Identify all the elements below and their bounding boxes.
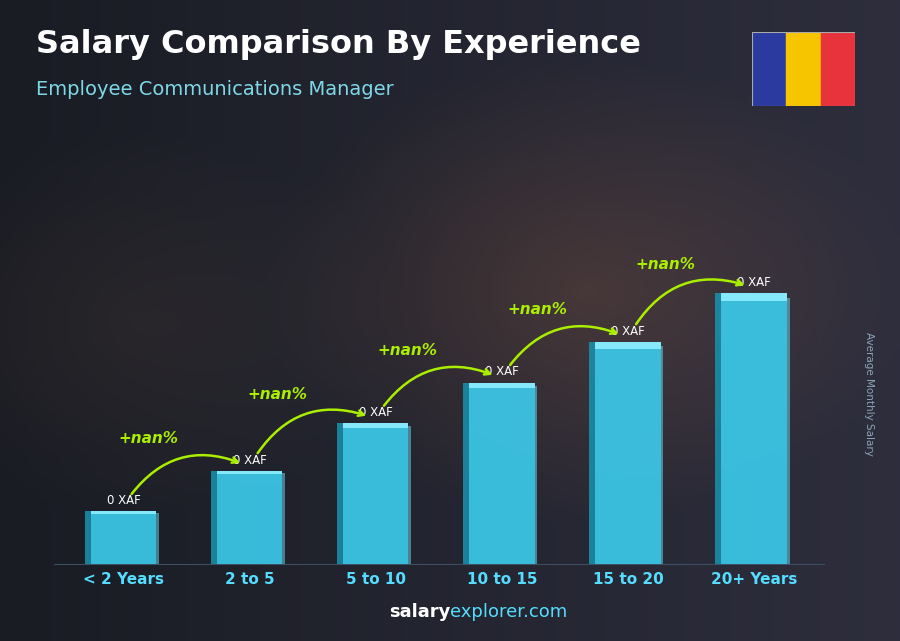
Bar [217,470,283,564]
Text: salary: salary [389,603,450,620]
Bar [91,512,157,514]
Text: 0 XAF: 0 XAF [737,276,771,288]
Bar [157,513,158,564]
Bar [409,426,411,564]
Text: 0 XAF: 0 XAF [611,325,644,338]
Text: 0 XAF: 0 XAF [359,406,392,419]
Bar [787,298,789,564]
Bar [721,292,787,564]
Text: +nan%: +nan% [507,302,567,317]
Bar [343,423,409,564]
Bar [464,383,469,564]
Bar [595,342,661,349]
Bar [343,423,409,428]
Bar [821,32,855,106]
Text: +nan%: +nan% [635,257,696,272]
Bar [535,386,537,564]
Bar [590,342,595,564]
Text: 0 XAF: 0 XAF [485,365,518,378]
Bar [469,383,535,564]
Bar [337,423,343,564]
Bar [595,342,661,564]
Bar [786,32,821,106]
Text: Salary Comparison By Experience: Salary Comparison By Experience [36,29,641,60]
Bar [721,292,787,301]
Bar [91,512,157,564]
Bar [752,32,786,106]
Text: +nan%: +nan% [377,343,437,358]
Text: +nan%: +nan% [119,431,178,446]
Bar [661,346,663,564]
Text: Employee Communications Manager: Employee Communications Manager [36,80,394,99]
Text: explorer.com: explorer.com [450,603,567,620]
Text: +nan%: +nan% [248,387,307,402]
Text: Average Monthly Salary: Average Monthly Salary [863,332,874,456]
Bar [469,383,535,388]
Bar [85,512,91,564]
Bar [217,470,283,474]
Bar [283,472,285,564]
Text: 0 XAF: 0 XAF [106,494,140,508]
Bar [211,470,217,564]
Text: 0 XAF: 0 XAF [233,454,266,467]
Bar [716,292,721,564]
